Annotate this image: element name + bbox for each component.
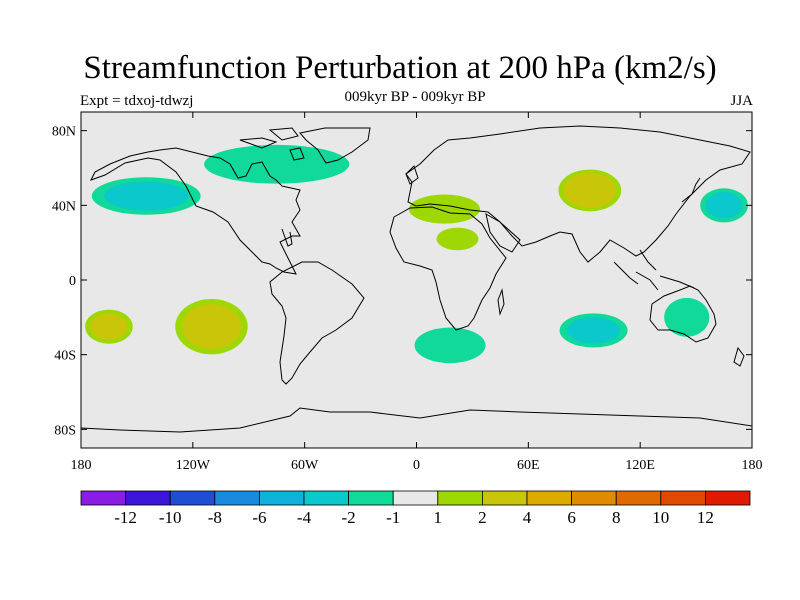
anomaly-australia-low bbox=[664, 297, 710, 337]
latitude-axis: 80N 40N 0 40S 80S bbox=[52, 125, 752, 438]
lat-tick-label: 40N bbox=[52, 199, 76, 214]
colorbar-swatch bbox=[705, 490, 751, 506]
chart-subtitle: 009kyr BP - 009kyr BP bbox=[344, 89, 486, 105]
contour-level-1 bbox=[436, 227, 479, 251]
colorbar-label: -4 bbox=[297, 508, 312, 527]
anomaly-se-pacific-high bbox=[175, 299, 248, 355]
longitude-axis: 180 120W 60W 0 60E 120E 180 bbox=[71, 112, 763, 473]
lon-tick-label: 60E bbox=[517, 458, 540, 473]
anomaly-n-america-arctic-low bbox=[204, 144, 350, 184]
anomaly-s-pacific-high bbox=[85, 309, 133, 344]
anomaly-contours bbox=[85, 144, 748, 364]
anomaly-s-atlantic-low bbox=[414, 327, 486, 364]
colorbar-swatch bbox=[526, 490, 572, 506]
colorbar-swatch bbox=[303, 490, 349, 506]
lon-tick-label: 120W bbox=[176, 458, 211, 473]
lon-tick-label: 120E bbox=[625, 458, 655, 473]
colorbar-swatch bbox=[125, 490, 171, 506]
colorbar-label: 12 bbox=[697, 508, 714, 527]
colorbar-label: -8 bbox=[208, 508, 222, 527]
colorbar-label: -12 bbox=[114, 508, 137, 527]
colorbar-label: 2 bbox=[478, 508, 487, 527]
map-background bbox=[81, 112, 752, 448]
colorbar-label: 6 bbox=[567, 508, 576, 527]
colorbar-swatch bbox=[481, 490, 528, 506]
colorbar-label: 10 bbox=[652, 508, 669, 527]
lat-tick-label: 0 bbox=[69, 274, 76, 289]
anomaly-n-africa-high bbox=[436, 227, 479, 251]
coast-indonesia bbox=[613, 249, 695, 291]
contour-level-2 bbox=[181, 304, 242, 350]
coast-north-america bbox=[89, 147, 301, 275]
contour-level-1 bbox=[408, 194, 480, 224]
lat-tick-label: 80N bbox=[52, 125, 76, 140]
coast-australia bbox=[649, 285, 717, 343]
colorbar-swatch bbox=[214, 490, 260, 506]
colorbar-swatch bbox=[348, 490, 394, 506]
anomaly-w-pacific-low bbox=[700, 188, 748, 223]
colorbar-label: -6 bbox=[252, 508, 266, 527]
colorbar-label: 1 bbox=[434, 508, 443, 527]
colorbar-swatch bbox=[571, 490, 617, 506]
colorbar-swatch bbox=[615, 490, 662, 506]
coast-arctic-islands bbox=[239, 127, 305, 161]
anomaly-mediterranean-high bbox=[408, 194, 480, 224]
coast-south-america bbox=[269, 261, 365, 385]
colorbar-swatch bbox=[660, 490, 706, 506]
coast-new-zealand bbox=[733, 346, 745, 367]
colorbar: -12 -10 -8 -6 -4 -2 -1 1 2 4 6 8 10 12 bbox=[80, 490, 751, 527]
lon-tick-label: 180 bbox=[742, 458, 763, 473]
coast-madagascar bbox=[497, 288, 505, 316]
colorbar-label: 4 bbox=[523, 508, 532, 527]
coast-arabia bbox=[485, 213, 521, 253]
anomaly-ne-pacific-low bbox=[91, 177, 201, 215]
chart-title: Streamfunction Perturbation at 200 hPa (… bbox=[83, 50, 717, 86]
coast-britain bbox=[405, 165, 419, 185]
experiment-label: Expt = tdxoj-tdwzj bbox=[80, 93, 194, 109]
coast-africa bbox=[389, 206, 507, 331]
lat-tick-label: 80S bbox=[54, 423, 76, 438]
colorbar-swatch bbox=[80, 490, 126, 506]
lat-tick-label: 40S bbox=[54, 349, 76, 364]
coast-eurasia bbox=[405, 125, 751, 263]
contour-level--1 bbox=[204, 144, 350, 184]
coast-florida bbox=[281, 228, 293, 247]
contour-level--1 bbox=[664, 297, 710, 337]
colorbar-swatch bbox=[392, 490, 439, 506]
coast-greenland bbox=[299, 127, 371, 164]
coast-antarctica bbox=[81, 407, 752, 433]
contour-level-2 bbox=[90, 313, 128, 340]
season-label: JJA bbox=[730, 93, 753, 109]
colorbar-label: -2 bbox=[342, 508, 356, 527]
anomaly-siberia-high bbox=[558, 169, 622, 212]
colorbar-swatch bbox=[437, 490, 483, 506]
contour-level-2 bbox=[563, 172, 617, 209]
contour-level--2 bbox=[104, 181, 189, 211]
colorbar-label: -1 bbox=[386, 508, 400, 527]
colorbar-swatch bbox=[258, 490, 305, 506]
lon-tick-label: 0 bbox=[413, 458, 420, 473]
lon-tick-label: 60W bbox=[291, 458, 319, 473]
colorbar-swatch bbox=[169, 490, 216, 506]
colorbar-label: -10 bbox=[159, 508, 182, 527]
lon-tick-label: 180 bbox=[71, 458, 92, 473]
colorbar-label: 8 bbox=[612, 508, 621, 527]
anomaly-indian-ocean-low bbox=[559, 313, 628, 348]
contour-level--2 bbox=[567, 317, 620, 344]
contour-level--1 bbox=[414, 327, 486, 364]
coast-japan bbox=[681, 177, 701, 203]
contour-level--2 bbox=[705, 192, 743, 219]
coastlines bbox=[81, 125, 752, 433]
